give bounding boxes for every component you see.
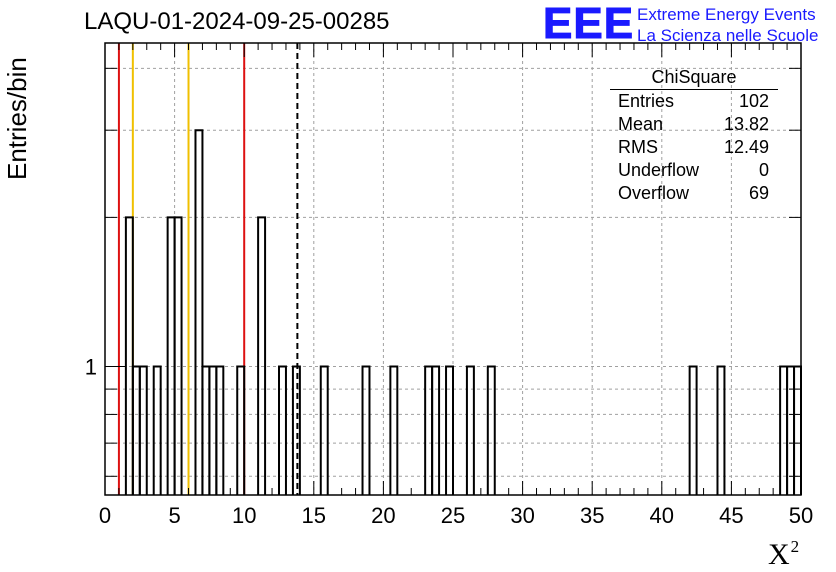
stats-box: ChiSquare Entries 102 Mean 13.82 RMS 12.…: [610, 66, 778, 205]
histogram-bar: [431, 365, 441, 495]
stats-row-entries: Entries 102: [610, 90, 778, 113]
histogram-bar: [138, 365, 148, 495]
tick-labels: 0 5 10 15 20 25 30 35 40 45 50 1: [85, 354, 813, 528]
stats-value: 12.49: [723, 137, 769, 157]
stats-label: Mean: [618, 114, 664, 134]
x-tick-label: 10: [232, 503, 256, 528]
eee-logo-mark: EEE: [542, 0, 635, 48]
histogram-bar: [291, 365, 301, 495]
histogram-bar: [257, 216, 267, 495]
x-tick-label: 20: [371, 503, 395, 528]
axis-ticks: [104, 43, 802, 495]
eee-logo: EEE Extreme Energy Events La Scienza nel…: [542, 0, 818, 48]
histogram-bar: [173, 216, 183, 495]
histogram: [124, 129, 802, 495]
run-title: LAQU-01-2024-09-25-00285: [84, 8, 390, 35]
stats-row-underflow: Underflow 0: [610, 159, 778, 182]
x-tick-label: 25: [441, 503, 465, 528]
histogram-bar: [793, 365, 802, 495]
histogram-bar: [152, 365, 162, 495]
x-axis-label-base: X: [768, 538, 790, 571]
histogram-bar: [465, 365, 475, 495]
y-tick-label: 1: [85, 354, 97, 379]
histogram-bar: [208, 365, 218, 495]
y-axis-label: Entries/bin: [2, 57, 32, 180]
stats-row-overflow: Overflow 69: [610, 182, 778, 205]
eee-logo-text: Extreme Energy Events La Scienza nelle S…: [637, 4, 818, 46]
histogram-bar: [194, 129, 204, 495]
x-tick-label: 35: [580, 503, 604, 528]
stats-value: 0: [758, 160, 769, 180]
histogram-bar: [786, 365, 796, 495]
x-axis-label-superscript: 2: [790, 537, 800, 556]
histogram-bar: [124, 216, 134, 495]
histogram-bar: [131, 365, 141, 495]
histogram-bar: [716, 365, 726, 495]
stats-value: 13.82: [723, 114, 769, 134]
x-tick-label: 30: [510, 503, 534, 528]
x-axis-label: X2: [768, 537, 799, 572]
x-tick-label: 15: [302, 503, 326, 528]
histogram-bar: [779, 365, 789, 495]
x-tick-label: 5: [168, 503, 180, 528]
stats-row-mean: Mean 13.82: [610, 113, 778, 136]
stats-label: RMS: [618, 137, 658, 157]
x-tick-label: 50: [789, 503, 813, 528]
stats-value: 69: [748, 183, 769, 203]
histogram-bar: [236, 365, 246, 495]
stats-value: 102: [738, 91, 769, 111]
stats-label: Entries: [618, 91, 675, 111]
logo-line-1: Extreme Energy Events: [637, 5, 816, 24]
histogram-bar: [688, 365, 698, 495]
stats-label: Underflow: [618, 160, 700, 180]
stats-label: Overflow: [618, 183, 690, 203]
histogram-bar: [486, 365, 496, 495]
histogram-bar: [215, 365, 225, 495]
histogram-bar: [361, 365, 371, 495]
histogram-bar: [389, 365, 399, 495]
histogram-bar: [166, 216, 176, 495]
stats-title: ChiSquare: [610, 66, 778, 90]
x-tick-label: 45: [719, 503, 743, 528]
histogram-bar: [201, 365, 211, 495]
reference-lines: [117, 43, 299, 495]
stats-row-rms: RMS 12.49: [610, 136, 778, 159]
histogram-bar: [445, 365, 454, 495]
histogram-bar: [319, 365, 329, 495]
x-tick-label: 40: [650, 503, 674, 528]
x-tick-label: 0: [99, 503, 111, 528]
histogram-bar: [278, 365, 287, 495]
histogram-bar: [424, 365, 434, 495]
logo-line-2: La Scienza nelle Scuole: [637, 26, 819, 45]
